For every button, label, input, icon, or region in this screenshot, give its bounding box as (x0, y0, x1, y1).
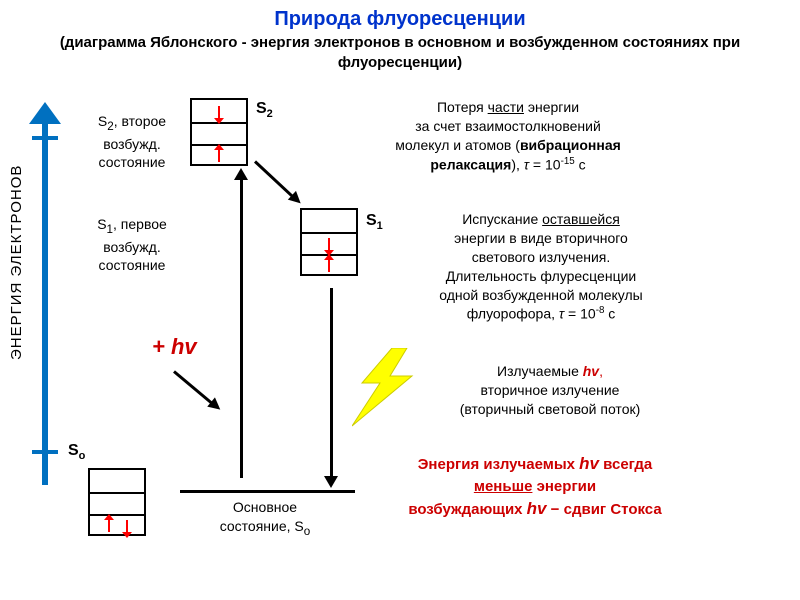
transition-fluor_down-arrow-icon (330, 288, 333, 478)
vibrational-level (90, 514, 144, 516)
state-S1-description: S1, первоевозбужд.состояние (82, 215, 182, 275)
state-S1-label: S1 (366, 212, 383, 232)
stokes-shift-statement: Энергия излучаемых hv всегдаменьше энерг… (370, 452, 700, 521)
y-axis-label: ЭНЕРГИЯ ЭЛЕКТРОНОВ (8, 165, 25, 360)
transition-diag_hv-arrow-icon (173, 370, 213, 404)
energy-axis (42, 120, 48, 485)
vibrational-level (302, 232, 356, 234)
electron-spin-up-icon (328, 260, 330, 272)
state-S1-box (300, 208, 358, 276)
electron-spin-down-icon (328, 238, 330, 250)
state-So-box (88, 468, 146, 536)
axis-tick (32, 450, 58, 454)
transition-diag_s2s1-arrow-icon (254, 160, 294, 198)
excitation-photon-label: + hv (152, 334, 197, 360)
electron-spin-up-icon (218, 150, 220, 162)
axis-tick (32, 136, 58, 140)
electron-spin-up-icon (108, 520, 110, 532)
text-emission: Испускание оставшейсяэнергии в виде втор… (416, 210, 666, 324)
diagram-subtitle: (диаграмма Яблонского - энергия электрон… (0, 31, 800, 74)
state-S2-description: S2, второевозбужд.состояние (82, 112, 182, 172)
ground-state-line (180, 490, 355, 493)
electron-spin-down-icon (126, 520, 128, 532)
electron-spin-down-icon (218, 106, 220, 118)
vibrational-level (90, 492, 144, 494)
state-S2-box (190, 98, 248, 166)
state-So-label: So (68, 442, 85, 462)
text-secondary: Излучаемые hv,вторичное излучение(вторич… (430, 362, 670, 419)
transition-excite_up-arrow-icon (240, 178, 243, 478)
emission-lightning-icon (352, 348, 432, 433)
diagram-title: Природа флуоресценции (0, 0, 800, 31)
text-vib_relax: Потеря части энергииза счет взаимостолкн… (378, 98, 638, 174)
state-S2-label: S2 (256, 100, 273, 120)
energy-axis-arrowhead-icon (29, 102, 61, 124)
state-So-description: Основноесостояние, So (190, 498, 340, 539)
